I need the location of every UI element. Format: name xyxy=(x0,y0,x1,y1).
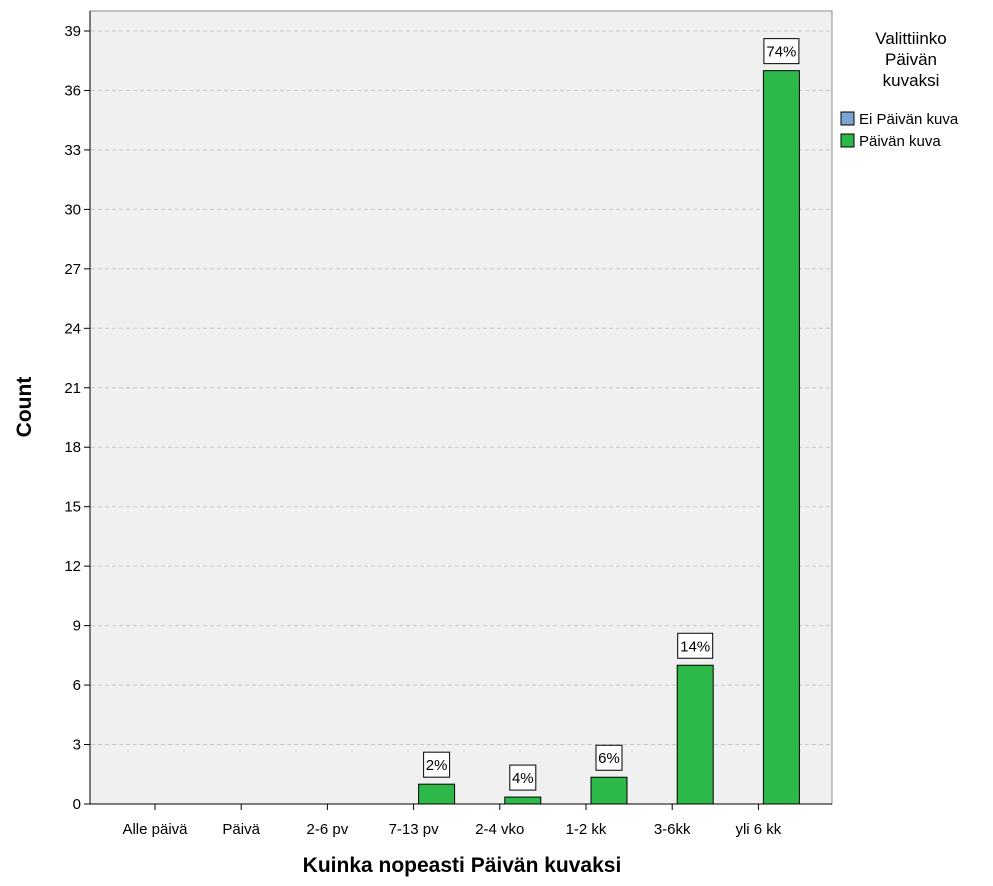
legend-title: Valittiinko xyxy=(875,29,947,48)
data-label: 6% xyxy=(598,750,620,767)
y-tick-label: 39 xyxy=(64,23,81,40)
y-tick-label: 27 xyxy=(64,261,81,278)
x-axis: Alle päivä Päivä 2-6 pv 7-13 pv 2-4 vko 1-2 k… xyxy=(90,803,832,838)
y-tick-label: 21 xyxy=(64,380,81,397)
legend-swatch xyxy=(840,133,855,148)
y-tick-label: 15 xyxy=(64,499,81,516)
y-tick-label: 36 xyxy=(64,82,81,99)
data-label-box xyxy=(509,764,537,791)
x-tick-label: yli 6 kk xyxy=(735,821,781,838)
y-tick-label: 6 xyxy=(73,677,81,694)
data-label-box xyxy=(595,744,623,771)
bar xyxy=(676,664,714,805)
legend-swatch xyxy=(840,111,855,126)
plot-background xyxy=(89,10,833,805)
legend-label: Ei Päivän kuva xyxy=(859,111,959,128)
data-label-box xyxy=(423,751,451,778)
data-label: 14% xyxy=(680,638,710,655)
x-tick-label: 2-4 vko xyxy=(475,821,524,838)
data-label-box xyxy=(763,38,800,65)
y-tick-label: 0 xyxy=(73,796,81,813)
y-tick-label: 18 xyxy=(64,439,81,456)
data-label: 4% xyxy=(512,770,534,787)
x-tick-label: 3-6kk xyxy=(654,821,691,838)
legend-label: Päivän kuva xyxy=(859,133,941,150)
legend-title: Päivän xyxy=(885,50,937,69)
data-label-box xyxy=(677,632,714,659)
y-tick-label: 12 xyxy=(64,558,81,575)
bar xyxy=(418,783,456,805)
bar xyxy=(762,70,800,805)
x-tick-label: 2-6 pv xyxy=(307,821,349,838)
y-tick-label: 30 xyxy=(64,201,81,218)
y-tick-label: 24 xyxy=(64,320,81,337)
x-axis-title: Kuinka nopeasti Päivän kuvaksi xyxy=(303,854,622,877)
legend: Valittiinko Päivän kuvaksi Ei Päivän kuva Pä… xyxy=(840,29,959,150)
x-tick-label: 1-2 kk xyxy=(566,821,607,838)
x-tick-label: Alle päivä xyxy=(122,821,188,838)
y-axis-title: Count xyxy=(13,377,36,438)
data-labels: 2% 4% 6% 14% 74% xyxy=(423,38,800,791)
data-label: 2% xyxy=(426,757,448,774)
y-tick-label: 9 xyxy=(73,618,81,635)
y-tick-label: 33 xyxy=(64,142,81,159)
data-label: 74% xyxy=(766,44,796,61)
x-tick-label: Päivä xyxy=(222,821,260,838)
legend-title: kuvaksi xyxy=(883,71,940,90)
bar xyxy=(504,796,542,805)
bar xyxy=(590,776,628,805)
y-tick-label: 3 xyxy=(73,737,81,754)
bars xyxy=(418,70,800,805)
x-tick-label: 7-13 pv xyxy=(389,821,440,838)
